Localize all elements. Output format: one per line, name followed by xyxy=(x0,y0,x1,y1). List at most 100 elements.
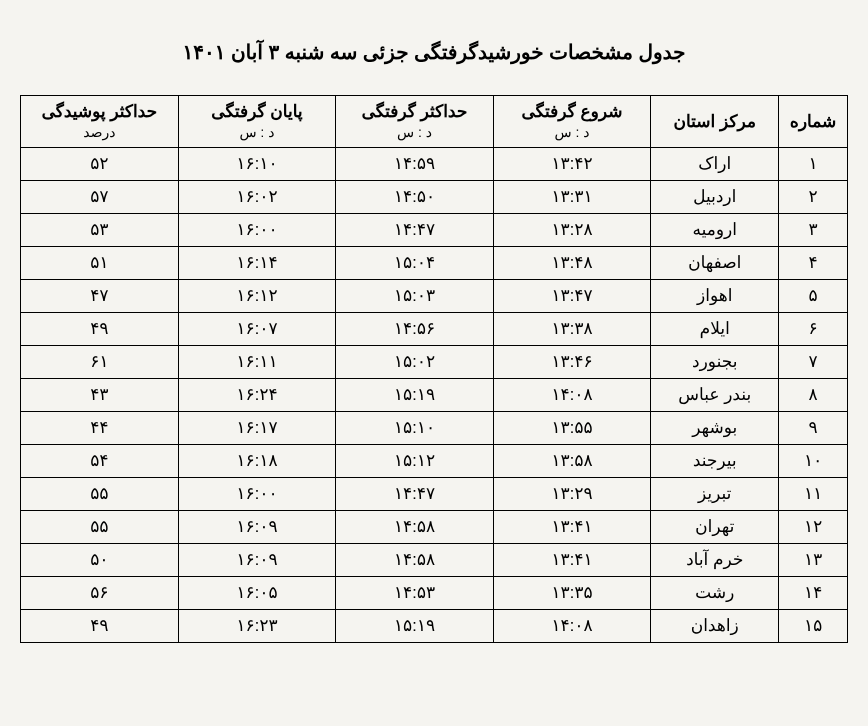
cell-pct: ۵۶ xyxy=(21,577,179,610)
cell-end: ۱۶:۰۹ xyxy=(178,544,336,577)
cell-start: ۱۴:۰۸ xyxy=(493,379,651,412)
cell-end: ۱۶:۱۴ xyxy=(178,247,336,280)
cell-start: ۱۳:۴۲ xyxy=(493,148,651,181)
header-max: حداکثر گرفتگی د : س xyxy=(336,96,494,148)
table-row: ۱اراک۱۳:۴۲۱۴:۵۹۱۶:۱۰۵۲ xyxy=(21,148,848,181)
cell-start: ۱۳:۴۸ xyxy=(493,247,651,280)
table-row: ۲اردبیل۱۳:۳۱۱۴:۵۰۱۶:۰۲۵۷ xyxy=(21,181,848,214)
page-title: جدول مشخصات خورشیدگرفتگی جزئی سه شنبه ۳ … xyxy=(20,40,848,65)
cell-max: ۱۵:۰۲ xyxy=(336,346,494,379)
cell-start: ۱۳:۳۵ xyxy=(493,577,651,610)
cell-city: خرم آباد xyxy=(651,544,779,577)
cell-number: ۱۲ xyxy=(779,511,848,544)
table-row: ۸بندر عباس۱۴:۰۸۱۵:۱۹۱۶:۲۴۴۳ xyxy=(21,379,848,412)
cell-start: ۱۳:۲۸ xyxy=(493,214,651,247)
cell-end: ۱۶:۰۹ xyxy=(178,511,336,544)
cell-max: ۱۵:۱۹ xyxy=(336,379,494,412)
cell-city: اصفهان xyxy=(651,247,779,280)
cell-number: ۱ xyxy=(779,148,848,181)
cell-pct: ۵۴ xyxy=(21,445,179,478)
cell-end: ۱۶:۱۲ xyxy=(178,280,336,313)
header-number-main: شماره xyxy=(790,112,836,131)
header-number: شماره xyxy=(779,96,848,148)
cell-number: ۱۱ xyxy=(779,478,848,511)
cell-start: ۱۳:۵۸ xyxy=(493,445,651,478)
cell-pct: ۴۴ xyxy=(21,412,179,445)
cell-pct: ۵۷ xyxy=(21,181,179,214)
cell-max: ۱۴:۴۷ xyxy=(336,478,494,511)
cell-city: ایلام xyxy=(651,313,779,346)
cell-max: ۱۵:۱۹ xyxy=(336,610,494,643)
header-start-sub: د : س xyxy=(498,124,647,141)
cell-number: ۱۵ xyxy=(779,610,848,643)
cell-number: ۴ xyxy=(779,247,848,280)
cell-pct: ۵۵ xyxy=(21,511,179,544)
header-city: مرکز استان xyxy=(651,96,779,148)
cell-pct: ۵۱ xyxy=(21,247,179,280)
cell-city: تبریز xyxy=(651,478,779,511)
cell-city: زاهدان xyxy=(651,610,779,643)
cell-pct: ۵۵ xyxy=(21,478,179,511)
header-end-main: پایان گرفتگی xyxy=(211,102,302,121)
cell-max: ۱۵:۱۰ xyxy=(336,412,494,445)
table-row: ۱۲تهران۱۳:۴۱۱۴:۵۸۱۶:۰۹۵۵ xyxy=(21,511,848,544)
table-row: ۱۱تبریز۱۳:۲۹۱۴:۴۷۱۶:۰۰۵۵ xyxy=(21,478,848,511)
cell-start: ۱۳:۳۸ xyxy=(493,313,651,346)
cell-start: ۱۳:۵۵ xyxy=(493,412,651,445)
cell-pct: ۴۹ xyxy=(21,313,179,346)
header-max-main: حداکثر گرفتگی xyxy=(362,102,468,121)
cell-start: ۱۳:۲۹ xyxy=(493,478,651,511)
table-row: ۷بجنورد۱۳:۴۶۱۵:۰۲۱۶:۱۱۶۱ xyxy=(21,346,848,379)
cell-number: ۱۰ xyxy=(779,445,848,478)
table-header-row: شماره مرکز استان شروع گرفتگی د : س حداکث… xyxy=(21,96,848,148)
cell-end: ۱۶:۱۱ xyxy=(178,346,336,379)
cell-city: بیرجند xyxy=(651,445,779,478)
cell-max: ۱۴:۵۳ xyxy=(336,577,494,610)
cell-max: ۱۴:۴۷ xyxy=(336,214,494,247)
cell-number: ۵ xyxy=(779,280,848,313)
table-row: ۶ایلام۱۳:۳۸۱۴:۵۶۱۶:۰۷۴۹ xyxy=(21,313,848,346)
table-row: ۱۴رشت۱۳:۳۵۱۴:۵۳۱۶:۰۵۵۶ xyxy=(21,577,848,610)
cell-end: ۱۶:۰۷ xyxy=(178,313,336,346)
cell-end: ۱۶:۱۸ xyxy=(178,445,336,478)
cell-end: ۱۶:۰۰ xyxy=(178,214,336,247)
table-row: ۳ارومیه۱۳:۲۸۱۴:۴۷۱۶:۰۰۵۳ xyxy=(21,214,848,247)
cell-city: بجنورد xyxy=(651,346,779,379)
table-row: ۵اهواز۱۳:۴۷۱۵:۰۳۱۶:۱۲۴۷ xyxy=(21,280,848,313)
cell-max: ۱۴:۵۸ xyxy=(336,511,494,544)
cell-number: ۹ xyxy=(779,412,848,445)
table-row: ۱۰بیرجند۱۳:۵۸۱۵:۱۲۱۶:۱۸۵۴ xyxy=(21,445,848,478)
cell-end: ۱۶:۱۷ xyxy=(178,412,336,445)
cell-end: ۱۶:۱۰ xyxy=(178,148,336,181)
table-row: ۱۵زاهدان۱۴:۰۸۱۵:۱۹۱۶:۲۳۴۹ xyxy=(21,610,848,643)
cell-start: ۱۳:۴۱ xyxy=(493,511,651,544)
header-pct: حداکثر پوشیدگی درصد xyxy=(21,96,179,148)
cell-number: ۱۳ xyxy=(779,544,848,577)
cell-city: ارومیه xyxy=(651,214,779,247)
cell-max: ۱۴:۵۶ xyxy=(336,313,494,346)
cell-number: ۱۴ xyxy=(779,577,848,610)
cell-end: ۱۶:۲۳ xyxy=(178,610,336,643)
cell-start: ۱۳:۴۱ xyxy=(493,544,651,577)
table-row: ۱۳خرم آباد۱۳:۴۱۱۴:۵۸۱۶:۰۹۵۰ xyxy=(21,544,848,577)
cell-max: ۱۵:۱۲ xyxy=(336,445,494,478)
cell-city: اردبیل xyxy=(651,181,779,214)
cell-pct: ۶۱ xyxy=(21,346,179,379)
cell-pct: ۵۲ xyxy=(21,148,179,181)
header-start: شروع گرفتگی د : س xyxy=(493,96,651,148)
header-city-main: مرکز استان xyxy=(674,112,756,131)
table-row: ۹بوشهر۱۳:۵۵۱۵:۱۰۱۶:۱۷۴۴ xyxy=(21,412,848,445)
cell-pct: ۴۹ xyxy=(21,610,179,643)
cell-start: ۱۴:۰۸ xyxy=(493,610,651,643)
cell-city: بوشهر xyxy=(651,412,779,445)
cell-max: ۱۴:۵۹ xyxy=(336,148,494,181)
header-end-sub: د : س xyxy=(183,124,332,141)
cell-max: ۱۴:۵۰ xyxy=(336,181,494,214)
header-pct-sub: درصد xyxy=(25,124,174,141)
cell-end: ۱۶:۲۴ xyxy=(178,379,336,412)
cell-number: ۲ xyxy=(779,181,848,214)
eclipse-table: شماره مرکز استان شروع گرفتگی د : س حداکث… xyxy=(20,95,848,643)
cell-city: تهران xyxy=(651,511,779,544)
cell-pct: ۴۳ xyxy=(21,379,179,412)
table-row: ۴اصفهان۱۳:۴۸۱۵:۰۴۱۶:۱۴۵۱ xyxy=(21,247,848,280)
